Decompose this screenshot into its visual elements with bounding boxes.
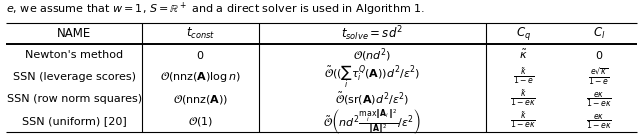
Text: $\frac{\tilde{\kappa}}{1-e\kappa}$: $\frac{\tilde{\kappa}}{1-e\kappa}$ [510, 111, 536, 131]
Text: $\frac{e\kappa}{1-e\kappa}$: $\frac{e\kappa}{1-e\kappa}$ [586, 90, 612, 109]
Text: $\mathcal{O}(1)$: $\mathcal{O}(1)$ [188, 115, 212, 128]
Text: $C_l$: $C_l$ [593, 26, 605, 41]
Text: $0$: $0$ [196, 49, 204, 61]
Text: $\frac{e\kappa}{1-e\kappa}$: $\frac{e\kappa}{1-e\kappa}$ [586, 112, 612, 131]
Text: $\tilde{\mathcal{O}}(\mathrm{sr}(\mathbf{A})d^2/\epsilon^2)$: $\tilde{\mathcal{O}}(\mathrm{sr}(\mathbf… [335, 91, 409, 107]
Text: $\frac{e\sqrt{\kappa}}{1-e}$: $\frac{e\sqrt{\kappa}}{1-e}$ [588, 67, 610, 87]
Text: $t_{const}$: $t_{const}$ [186, 26, 215, 41]
Text: $t_{solve} = sd^2$: $t_{solve} = sd^2$ [341, 24, 403, 43]
Text: $C_q$: $C_q$ [516, 25, 531, 42]
Text: NAME: NAME [57, 27, 92, 40]
Text: $\tilde{\mathcal{O}}\left(nd^2\frac{\max_i \|\mathbf{A}_i\|^2}{\|\mathbf{A}\|^2}: $\tilde{\mathcal{O}}\left(nd^2\frac{\max… [323, 107, 421, 135]
Text: $\mathcal{O}(nd^2)$: $\mathcal{O}(nd^2)$ [353, 46, 391, 64]
Text: $\frac{\tilde{\kappa}}{1-e\kappa}$: $\frac{\tilde{\kappa}}{1-e\kappa}$ [510, 89, 536, 109]
Text: $\frac{\tilde{\kappa}}{1-e}$: $\frac{\tilde{\kappa}}{1-e}$ [513, 67, 534, 87]
Text: $\tilde{\kappa}$: $\tilde{\kappa}$ [519, 48, 527, 61]
Text: SSN (row norm squares): SSN (row norm squares) [6, 94, 141, 104]
Text: $0$: $0$ [595, 49, 603, 61]
Text: Newton's method: Newton's method [25, 50, 124, 60]
Text: SSN (uniform) [20]: SSN (uniform) [20] [22, 116, 127, 126]
Text: $\mathcal{O}(\mathrm{nnz}(\mathbf{A}))$: $\mathcal{O}(\mathrm{nnz}(\mathbf{A}))$ [173, 93, 228, 106]
Text: $\tilde{\mathcal{O}}((\sum_i \tau_i^Q(\mathbf{A}))d^2/\epsilon^2)$: $\tilde{\mathcal{O}}((\sum_i \tau_i^Q(\m… [324, 64, 420, 90]
Text: $e$, we assume that $w=1$, $S=\mathbb{R}^+$ and a direct solver is used in Algor: $e$, we assume that $w=1$, $S=\mathbb{R}… [6, 1, 426, 18]
Text: $\mathcal{O}(\mathrm{nnz}(\mathbf{A})\log n)$: $\mathcal{O}(\mathrm{nnz}(\mathbf{A})\lo… [160, 70, 241, 84]
Text: SSN (leverage scores): SSN (leverage scores) [13, 72, 136, 82]
